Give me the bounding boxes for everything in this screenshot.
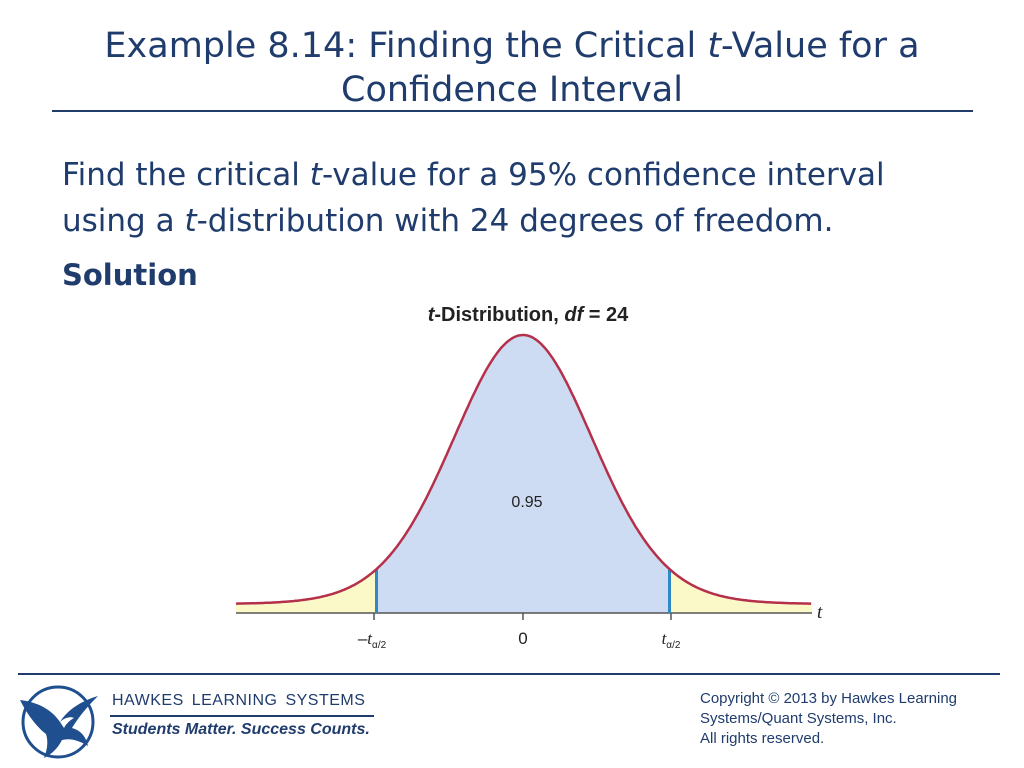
publisher-underline [110, 715, 374, 717]
publisher-tagline: Students Matter. Success Counts. [112, 721, 370, 738]
axis-variable-label: t [817, 602, 823, 623]
title-text-end: -Value for a Confidence Interval [341, 26, 920, 110]
footer-divider [18, 673, 1000, 675]
problem-statement: Find the critical t-value for a 95% conf… [62, 152, 962, 244]
copyright-line-3: All rights reserved. [700, 730, 825, 747]
t-distribution-diagram: t-Distribution, df = 24 0.95 t –tα/2 0 t… [236, 304, 823, 651]
center-area-region [376, 335, 670, 613]
problem-t-italic-1: t [309, 157, 322, 193]
problem-text-3: -distribution with 24 degrees of freedom… [196, 203, 834, 239]
title-divider [52, 110, 973, 112]
figure-title: t-Distribution, df = 24 [428, 304, 629, 326]
tick-label-center: 0 [518, 629, 527, 648]
left-tail-region [236, 570, 377, 613]
tick-label-left: –tα/2 [358, 629, 387, 651]
copyright-line-2: Systems/Quant Systems, Inc. [700, 710, 897, 727]
slide-title: Example 8.14: Finding the Critical t-Val… [40, 24, 984, 112]
publisher-name: HAWKES LEARNING SYSTEMS [112, 692, 366, 709]
density-curve [236, 333, 812, 605]
problem-t-italic-2: t [184, 203, 197, 239]
solution-heading: Solution [62, 258, 198, 292]
right-tail-region [669, 569, 812, 613]
center-area-label: 0.95 [511, 494, 542, 511]
title-t-italic: t [707, 26, 722, 66]
eagle-logo-icon [20, 685, 98, 759]
problem-text-2: -value for a 95% confidence interval usi… [62, 157, 885, 239]
tick-label-right: tα/2 [662, 629, 681, 651]
copyright-line-1: Copyright © 2013 by Hawkes Learning [700, 690, 958, 707]
problem-text-1: Find the critical [62, 157, 310, 193]
title-text-start: Example 8.14: Finding the Critical [104, 26, 708, 66]
copyright-notice: Copyright © 2013 by Hawkes Learning Syst… [700, 689, 957, 749]
